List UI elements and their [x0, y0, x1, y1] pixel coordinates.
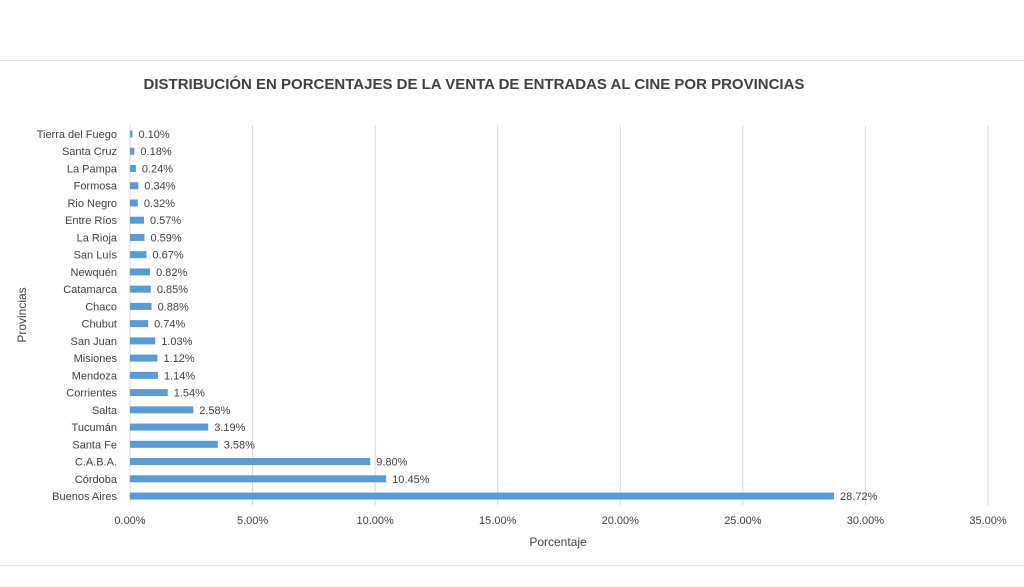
- category-label: Santa Cruz: [62, 146, 117, 158]
- category-label: La Pampa: [67, 163, 118, 175]
- category-label: Entre Ríos: [65, 215, 117, 227]
- data-label: 1.14%: [164, 370, 195, 382]
- data-label: 0.74%: [154, 319, 185, 331]
- data-label: 28.72%: [840, 491, 878, 503]
- bar: [130, 182, 139, 190]
- category-label: Newquén: [71, 267, 117, 279]
- chart-title: DISTRIBUCIÓN EN PORCENTAJES DE LA VENTA …: [144, 75, 805, 93]
- bar: [130, 285, 151, 293]
- x-tick-label: 15.00%: [479, 515, 517, 527]
- data-label: 1.54%: [174, 388, 205, 400]
- data-label: 0.67%: [152, 250, 183, 262]
- gridlines: [129, 125, 989, 505]
- bar: [130, 475, 387, 483]
- bar: [130, 147, 135, 155]
- x-tick-label: 5.00%: [237, 515, 268, 527]
- data-label: 0.82%: [156, 267, 187, 279]
- x-tick-label: 30.00%: [847, 515, 885, 527]
- bar: [130, 233, 145, 241]
- bar: [130, 458, 371, 466]
- bar: [130, 389, 168, 397]
- x-tick-label: 0.00%: [114, 515, 145, 527]
- x-tick-label: 35.00%: [969, 515, 1007, 527]
- category-label: Buenos Aires: [52, 491, 117, 503]
- data-label: 10.45%: [392, 474, 430, 486]
- bar: [130, 492, 835, 500]
- data-label: 0.34%: [144, 181, 175, 193]
- category-label: Formosa: [74, 181, 118, 193]
- x-tick-label: 10.00%: [356, 515, 394, 527]
- category-label: Chaco: [85, 301, 117, 313]
- x-tick-labels: 0.00% 5.00% 10.00% 15.00% 20.00% 25.00% 30.00%…: [114, 515, 1006, 527]
- data-label: 0.59%: [150, 232, 181, 244]
- bar: [130, 164, 136, 172]
- category-label: Córdoba: [75, 474, 118, 486]
- category-label: Catamarca: [63, 284, 118, 296]
- bar: [130, 371, 158, 379]
- category-label: Corrientes: [66, 388, 117, 400]
- bar: [130, 440, 218, 448]
- category-label: La Rioja: [77, 232, 118, 244]
- data-label: 3.58%: [224, 439, 255, 451]
- x-axis-title: Porcentaje: [529, 535, 587, 549]
- data-label: 0.57%: [150, 215, 181, 227]
- data-label: 9.80%: [376, 457, 407, 469]
- category-labels: Tierra del Fuego Santa Cruz La Pampa Formos…: [37, 129, 118, 503]
- bar: [130, 268, 151, 276]
- bottom-divider: [0, 565, 1024, 566]
- category-label: Salta: [92, 405, 118, 417]
- data-label: 2.58%: [199, 405, 230, 417]
- category-label: Tierra del Fuego: [37, 129, 117, 141]
- bar: [130, 302, 152, 310]
- category-label: Santa Fe: [72, 439, 117, 451]
- category-label: Misiones: [74, 353, 118, 365]
- category-label: Chubut: [82, 319, 117, 331]
- x-tick-label: 25.00%: [724, 515, 762, 527]
- bar: [130, 130, 133, 138]
- data-label: 0.32%: [144, 198, 175, 210]
- bar: [130, 216, 144, 224]
- data-label: 0.18%: [140, 146, 171, 158]
- data-label: 1.03%: [161, 336, 192, 348]
- bars: [130, 130, 835, 500]
- bar: [130, 251, 147, 259]
- bar: [130, 199, 138, 207]
- top-divider: [0, 60, 1024, 61]
- category-label: San Luís: [74, 250, 118, 262]
- data-label: 0.24%: [142, 163, 173, 175]
- data-label: 0.85%: [157, 284, 188, 296]
- bar: [130, 320, 149, 328]
- category-label: Mendoza: [72, 370, 118, 382]
- bar: [130, 354, 158, 362]
- category-label: Tucumán: [72, 422, 117, 434]
- bar: [130, 337, 156, 345]
- data-label: 0.10%: [138, 129, 169, 141]
- bar: [130, 406, 194, 414]
- data-label: 0.88%: [158, 301, 189, 313]
- category-label: San Juan: [71, 336, 117, 348]
- x-tick-label: 20.00%: [602, 515, 640, 527]
- data-labels: 0.10% 0.18% 0.24% 0.34% 0.32% 0.57% 0.59% 0.67%…: [138, 129, 877, 503]
- bar: [130, 423, 209, 431]
- category-label: C.A.B.A.: [75, 457, 117, 469]
- category-label: Rio Negro: [67, 198, 117, 210]
- data-label: 3.19%: [214, 422, 245, 434]
- data-label: 1.12%: [163, 353, 194, 365]
- y-axis-title: Provincias: [15, 287, 29, 342]
